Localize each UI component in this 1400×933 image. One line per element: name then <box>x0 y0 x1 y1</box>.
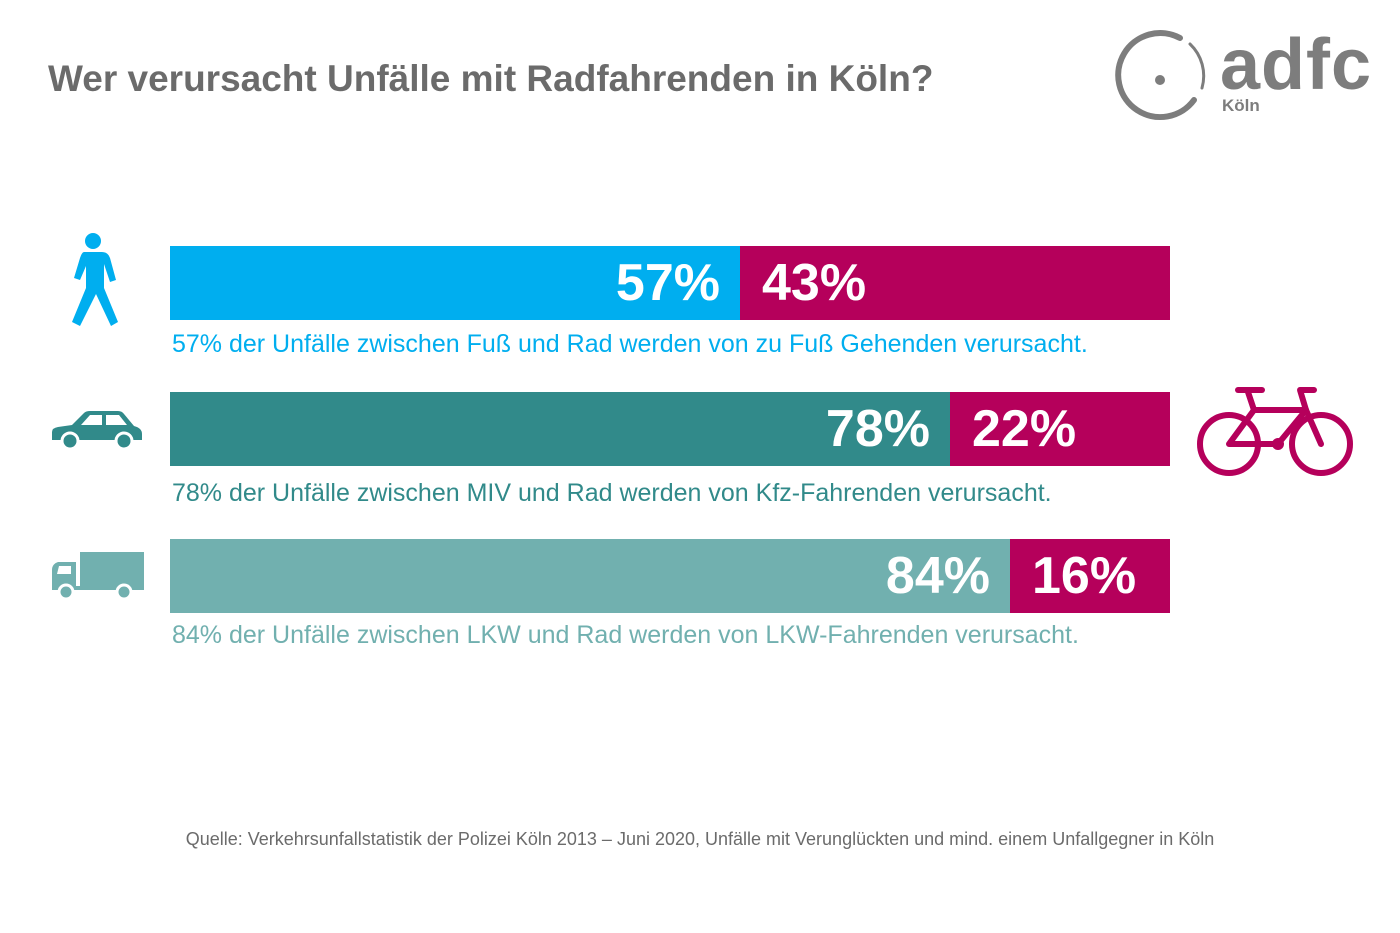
source-note: Quelle: Verkehrsunfallstatistik der Poli… <box>185 829 1215 849</box>
stacked-bar-truck: 84% 16% <box>170 539 1170 613</box>
bar-segment-bike-share: 22% <box>950 392 1170 466</box>
bar-segment-pedestrian-share: 57% <box>170 246 740 320</box>
data-label-truck-share: 84% <box>885 547 990 605</box>
car-icon <box>52 411 142 451</box>
caption-pedestrian: 57% der Unfälle zwischen Fuß und Rad wer… <box>172 330 1088 358</box>
bar-segment-bike-share: 43% <box>740 246 1170 320</box>
data-label-bike-share: 22% <box>972 400 1077 458</box>
bicycle-icon <box>1197 387 1353 476</box>
adfc-logo-circle-icon <box>1115 30 1206 121</box>
truck-icon <box>52 552 144 601</box>
data-label-bike-share: 43% <box>762 254 867 312</box>
bar-segment-truck-share: 84% <box>170 539 1010 613</box>
data-label-bike-share: 16% <box>1032 547 1137 605</box>
bar-segment-car-share: 78% <box>170 392 950 466</box>
stacked-bar-car: 78% 22% <box>170 392 1170 466</box>
adfc-logo: adfc Köln <box>1112 25 1372 128</box>
chart-title: Wer verursacht Unfälle mit Radfahrenden … <box>48 58 934 99</box>
stacked-bar-pedestrian: 57% 43% <box>170 246 1170 320</box>
caption-car: 78% der Unfälle zwischen MIV und Rad wer… <box>172 479 1052 507</box>
data-label-pedestrian-share: 57% <box>615 254 720 312</box>
pedestrian-icon <box>72 233 118 326</box>
adfc-logo-word: adfc <box>1220 25 1373 105</box>
adfc-logo-city: Köln <box>1222 96 1260 115</box>
caption-truck: 84% der Unfälle zwischen LKW und Rad wer… <box>172 621 1079 649</box>
bar-segment-bike-share: 16% <box>1010 539 1170 613</box>
data-label-car-share: 78% <box>825 400 930 458</box>
